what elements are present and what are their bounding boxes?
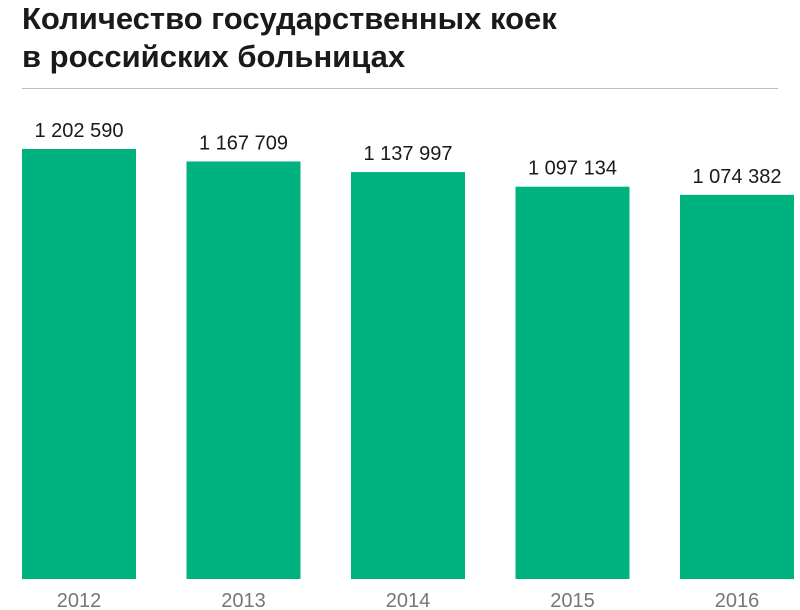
value-label-2015: 1 097 134 <box>528 158 617 180</box>
bar-2013 <box>186 161 301 579</box>
title-divider <box>22 88 778 89</box>
x-tick-label-2012: 2012 <box>57 590 102 610</box>
chart-title-line-2: в российских больницах <box>22 39 406 74</box>
value-label-2012: 1 202 590 <box>35 120 124 142</box>
x-tick-label-2013: 2013 <box>221 590 266 610</box>
chart-title-line-1: Количество государственных коек <box>22 1 557 36</box>
bar-2012 <box>22 149 136 579</box>
x-tick-label-2015: 2015 <box>550 590 595 610</box>
bar-2014 <box>351 172 465 579</box>
value-label-2016: 1 074 382 <box>693 166 782 188</box>
value-label-2013: 1 167 709 <box>199 132 288 154</box>
bar-2015 <box>515 186 630 579</box>
x-tick-label-2016: 2016 <box>715 590 760 610</box>
chart-title: Количество государственных коек в россий… <box>22 0 782 76</box>
value-label-2014: 1 137 997 <box>364 143 453 165</box>
x-tick-label-2014: 2014 <box>386 590 431 610</box>
bar-2016 <box>680 194 794 579</box>
